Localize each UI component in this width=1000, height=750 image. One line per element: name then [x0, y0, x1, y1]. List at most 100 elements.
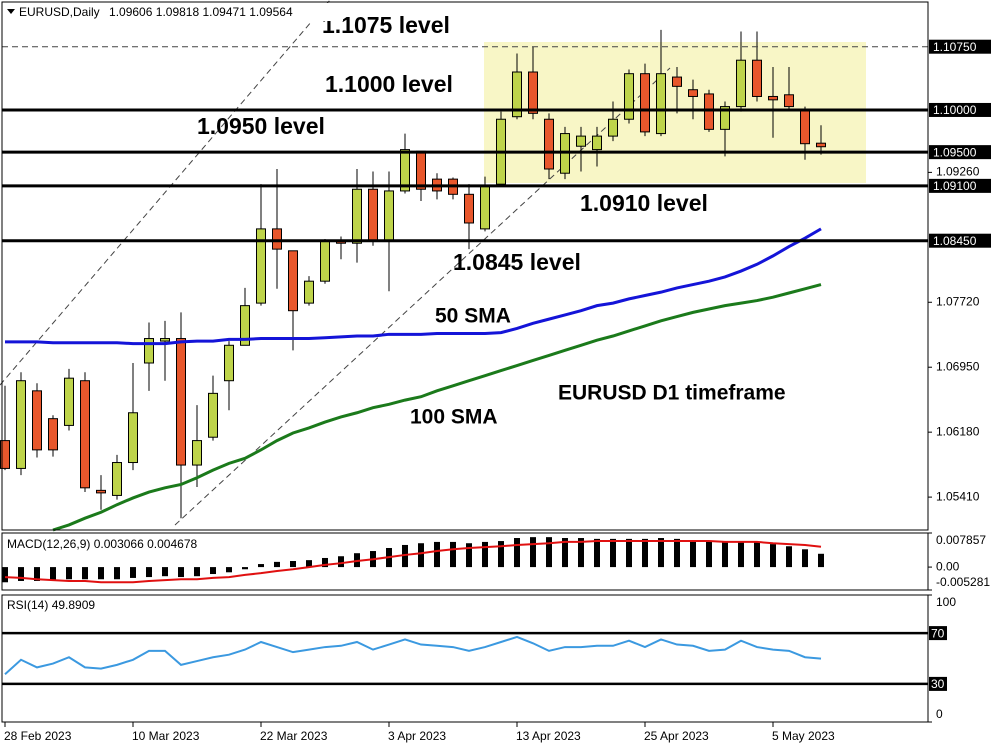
- candle-body: [608, 118, 618, 137]
- macd-bar: [594, 538, 600, 568]
- macd-header: MACD(12,26,9) 0.003066 0.004678: [7, 537, 198, 551]
- candle-body: [400, 149, 410, 192]
- panel-frames: [1, 1, 929, 723]
- candle-body: [208, 392, 218, 438]
- header-bg: [3, 3, 343, 21]
- candle-body: [704, 93, 714, 130]
- macd-bar: [450, 541, 456, 568]
- candle-body: [128, 412, 138, 464]
- plot-area: 1.10750 1.10000 1.09500 1.09100 1.08450 1.092…: [0, 29, 991, 743]
- y-tick-label: 0: [936, 707, 943, 721]
- x-tick-label: 10 Mar 2023: [132, 729, 200, 743]
- rsi-header: RSI(14) 49.8909: [7, 598, 95, 612]
- macd-bar: [658, 538, 664, 568]
- candle-body: [624, 73, 634, 120]
- macd-bar: [706, 541, 712, 568]
- level-label-box: [929, 102, 991, 117]
- macd-bar: [498, 541, 504, 568]
- level-label: 70: [931, 626, 945, 640]
- candle-body: [144, 338, 154, 364]
- candle-body: [784, 94, 794, 108]
- candle-body: [544, 118, 554, 170]
- signal-line: [4, 540, 822, 584]
- low-value: 1.09471: [203, 5, 247, 19]
- macd-bar: [162, 567, 168, 577]
- macd-bar: [642, 538, 648, 568]
- y-tick-label: 1.07720: [936, 294, 980, 308]
- y-tick-label: 0.00: [936, 559, 960, 573]
- macd-bar: [34, 567, 40, 581]
- candle-body: [256, 228, 266, 304]
- macd-bar: [818, 553, 824, 568]
- macd-bar: [2, 567, 8, 583]
- macd-bar: [322, 557, 328, 568]
- macd-bar: [194, 567, 200, 577]
- symbol: EURUSD,Daily: [19, 5, 100, 19]
- level-annotation: 1.0845 level: [453, 249, 581, 275]
- rsi-value: 49.8909: [52, 598, 96, 612]
- y-tick-label: 100: [936, 595, 956, 609]
- macd-bar: [626, 538, 632, 568]
- candle-body: [176, 338, 186, 466]
- level-label: 1.10000: [933, 103, 977, 117]
- candle-body: [752, 59, 762, 97]
- macd-bar: [130, 567, 136, 578]
- candle-body: [32, 390, 42, 451]
- x-tick-label: 13 Apr 2023: [516, 729, 581, 743]
- level-label: 1.08450: [933, 234, 977, 248]
- line-label: 50 SMA: [435, 305, 511, 328]
- macd-bar: [210, 567, 216, 575]
- candle-body: [480, 185, 490, 230]
- high-value: 1.09818: [156, 5, 200, 19]
- macd-bar: [418, 543, 424, 568]
- macd-bar: [674, 538, 680, 568]
- macd-bar: [434, 541, 440, 568]
- candle-body: [672, 76, 682, 87]
- macd-value: 0.003066: [94, 537, 144, 551]
- level-label-box: [929, 145, 991, 160]
- macd-bar: [146, 567, 152, 578]
- candle-body: [656, 73, 666, 135]
- macd-bar: [690, 540, 696, 568]
- macd-bar: [226, 567, 232, 573]
- candle-body: [272, 228, 282, 250]
- macd-bar: [802, 549, 808, 568]
- macd-title: MACD(12,26,9): [7, 537, 90, 551]
- candle-body: [16, 380, 26, 469]
- macd-bar: [770, 544, 776, 568]
- sma-line: [5, 227, 822, 346]
- macd-bar: [466, 543, 472, 568]
- macd-bar: [738, 541, 744, 568]
- candle-body: [80, 380, 90, 489]
- macd-frame: [1, 532, 929, 591]
- macd-bar: [530, 537, 536, 568]
- macd-bar: [18, 567, 24, 581]
- level-label-box: [929, 626, 947, 641]
- candle-body: [416, 150, 426, 190]
- macd-bar: [290, 561, 296, 568]
- chart-annotation: EURUSD D1 timeframe: [558, 382, 786, 405]
- macd-bar: [482, 541, 488, 568]
- candle-body: [512, 71, 522, 118]
- candle-body: [304, 280, 314, 304]
- candle-body: [112, 462, 122, 496]
- open-value: 1.09606: [109, 5, 153, 19]
- level-label: 1.10750: [933, 40, 977, 54]
- candle-body: [240, 305, 250, 346]
- y-tick-label: -0.005281: [936, 575, 990, 589]
- rsi-frame: [1, 594, 929, 723]
- level-label-box: [929, 233, 991, 248]
- macd-bar: [274, 561, 280, 568]
- level-annotation: 1.0910 level: [580, 190, 708, 216]
- close-value: 1.09564: [249, 5, 293, 19]
- candle-body: [528, 71, 538, 114]
- candle-body: [160, 338, 170, 342]
- candle-body: [192, 440, 202, 466]
- candle-body: [800, 109, 810, 145]
- level-label-box: [929, 39, 991, 54]
- macd-bar: [562, 538, 568, 568]
- candle-body: [48, 418, 58, 451]
- x-tick-label: 22 Mar 2023: [260, 729, 328, 743]
- rsi-line: [4, 635, 822, 675]
- channel-line: [174, 67, 671, 526]
